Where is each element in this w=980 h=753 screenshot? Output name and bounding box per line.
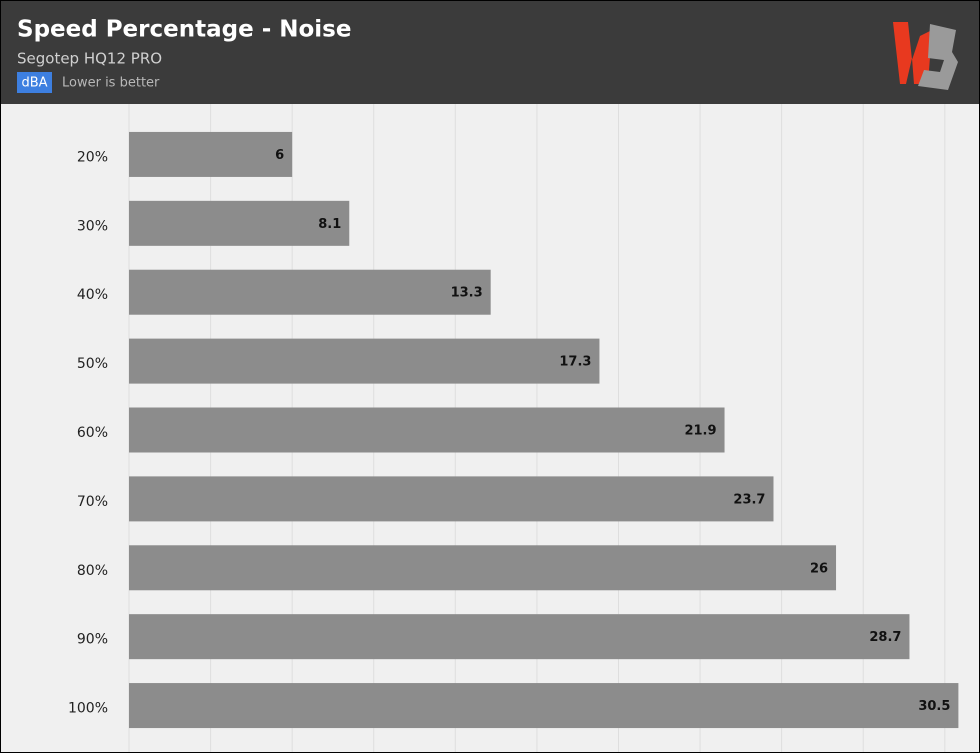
unit-badge <box>17 72 52 93</box>
y-tick-label: 60% <box>77 425 108 441</box>
bar <box>129 131 293 177</box>
bar <box>129 476 774 522</box>
y-tick-label: 30% <box>77 218 108 234</box>
bar <box>129 407 725 453</box>
y-tick-label: 80% <box>77 563 108 579</box>
value-label: 8.1 <box>318 217 341 232</box>
y-tick-label: 70% <box>77 494 108 510</box>
bar <box>129 269 491 315</box>
value-label: 21.9 <box>684 424 716 439</box>
header <box>0 0 980 104</box>
value-label: 30.5 <box>918 699 950 714</box>
y-tick-label: 90% <box>77 632 108 648</box>
y-tick-label: 20% <box>77 149 108 165</box>
chart-title: Speed Percentage - Noise <box>17 17 351 43</box>
value-label: 6 <box>275 148 284 163</box>
value-label: 23.7 <box>733 492 765 507</box>
logo <box>893 22 958 90</box>
y-tick-label: 50% <box>77 356 108 372</box>
bar <box>129 338 600 384</box>
unit-label: dBA <box>21 76 47 91</box>
value-label: 28.7 <box>869 630 901 645</box>
bar <box>129 200 350 246</box>
note: Lower is better <box>62 76 160 91</box>
logo-red <box>893 22 932 84</box>
value-label: 17.3 <box>559 355 591 370</box>
bar <box>129 614 910 660</box>
bar <box>129 683 959 729</box>
value-label: 13.3 <box>451 286 483 301</box>
bar <box>129 545 837 591</box>
y-tick-label: 40% <box>77 287 108 303</box>
y-tick-label: 100% <box>68 701 108 717</box>
chart-subtitle: Segotep HQ12 PRO <box>17 50 162 68</box>
logo-gray <box>918 24 958 90</box>
value-label: 26 <box>810 561 828 576</box>
